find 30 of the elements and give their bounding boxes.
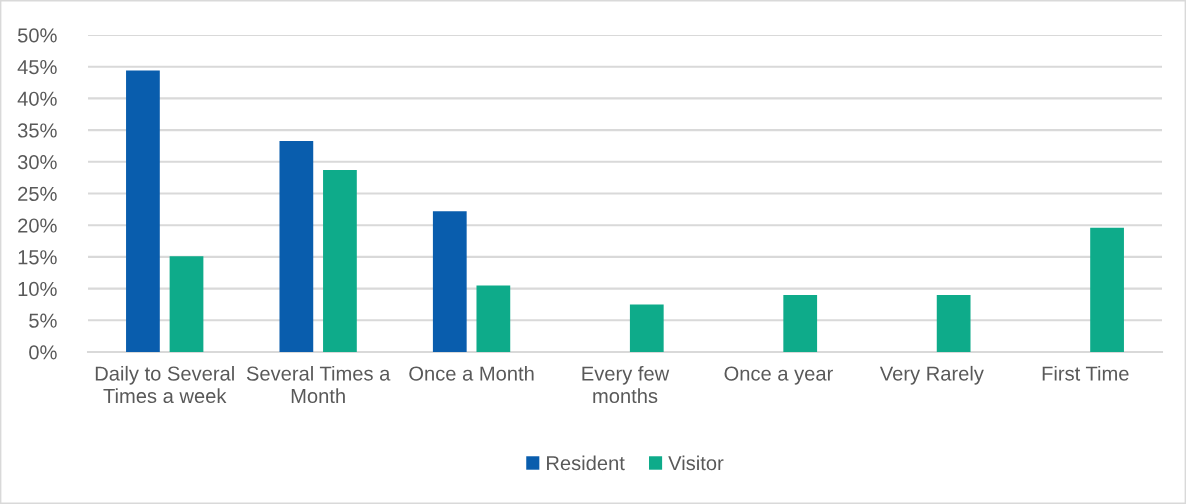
x-tick-label: Daily to Several Times a week [95, 365, 234, 404]
bar [936, 294, 971, 352]
x-tick-label: Once a year [724, 366, 833, 385]
y-tick-label: 10% [18, 281, 57, 297]
bar [432, 211, 467, 352]
bar [783, 294, 818, 352]
x-tick-label: Several Times a Month [246, 365, 391, 404]
bar [323, 170, 357, 352]
bar [629, 304, 664, 352]
bar [476, 285, 511, 352]
y-tick-label: 30% [17, 155, 57, 170]
legend-label: Resident [547, 455, 625, 471]
y-tick-label: 15% [18, 250, 57, 265]
x-tick-label: Very Rarely [879, 365, 984, 385]
y-tick-label: 40% [17, 91, 57, 106]
y-tick-label: 5% [29, 313, 57, 328]
x-tick-label: Every few months [582, 365, 670, 404]
y-tick-label: 25% [18, 186, 57, 201]
y-tick-label: 50% [17, 28, 57, 43]
y-tick-label: 45% [17, 60, 57, 75]
bar [279, 140, 314, 352]
y-tick-label: 20% [18, 218, 57, 233]
bar [1090, 227, 1124, 352]
legend-label: Visitor [668, 455, 724, 471]
y-tick-label: 0% [29, 345, 57, 360]
x-tick-label: Once a Month [409, 365, 534, 381]
y-tick-label: 35% [17, 123, 57, 138]
bar [126, 70, 160, 352]
bar [169, 256, 204, 352]
x-tick-label: First Time [1042, 365, 1129, 381]
